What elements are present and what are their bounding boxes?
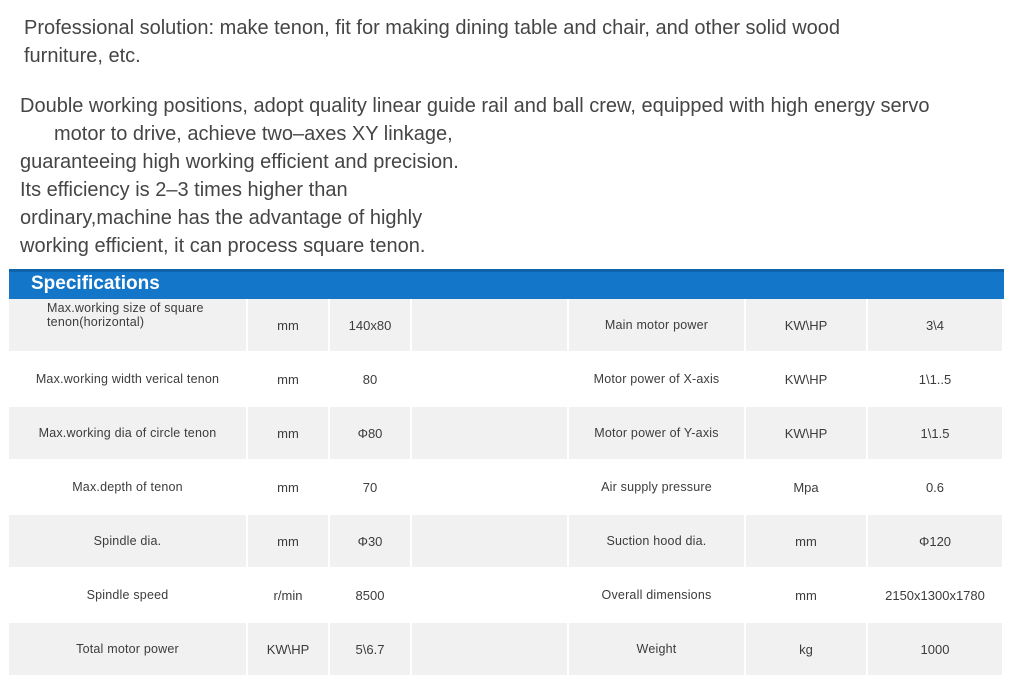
param-value: 70: [330, 461, 412, 515]
param-value: Φ30: [330, 515, 412, 569]
description-line: ordinary,machine has the advantage of hi…: [20, 207, 423, 229]
description-line: Its efficiency is 2–3 times higher than: [20, 179, 348, 201]
spacer-cell: [412, 461, 569, 515]
param-name: Air supply pressure: [569, 461, 746, 515]
param-name: Max.working size of square tenon(horizon…: [9, 299, 248, 353]
description-line: guaranteeing high working efficient and …: [20, 151, 459, 173]
param-name: Max.depth of tenon: [9, 461, 248, 515]
param-name: Overall dimensions: [569, 569, 746, 623]
table-row: Max.working size of square tenon(horizon…: [9, 299, 1004, 353]
param-value: 0.6: [868, 461, 1004, 515]
table-row: Spindle dia. mm Φ30 Suction hood dia. mm…: [9, 515, 1004, 569]
intro-text: Professional solution: make tenon, fit f…: [24, 17, 841, 67]
param-unit: KW\HP: [746, 299, 868, 353]
param-name: Max.working dia of circle tenon: [9, 407, 248, 461]
spacer-cell: [412, 623, 569, 677]
param-unit: KW\HP: [746, 353, 868, 407]
specifications-header: Specifications: [9, 269, 1004, 299]
param-name: Spindle dia.: [9, 515, 248, 569]
specifications-table: Max.working size of square tenon(horizon…: [9, 299, 1004, 677]
spacer-cell: [412, 515, 569, 569]
param-unit: mm: [248, 353, 330, 407]
description-line: motor to drive, achieve two–axes XY link…: [54, 123, 453, 145]
param-value: Φ120: [868, 515, 1004, 569]
table-row: Max.working dia of circle tenon mm Φ80 M…: [9, 407, 1004, 461]
table-row: Total motor power KW\HP 5\6.7 Weight kg …: [9, 623, 1004, 677]
description-line: Double working positions, adopt quality …: [20, 95, 930, 117]
param-value: 1000: [868, 623, 1004, 677]
param-value: 2150x1300x1780: [868, 569, 1004, 623]
table-row: Spindle speed r/min 8500 Overall dimensi…: [9, 569, 1004, 623]
param-name: Spindle speed: [9, 569, 248, 623]
spacer-cell: [412, 299, 569, 353]
param-unit: mm: [248, 461, 330, 515]
param-value: 1\1.5: [868, 407, 1004, 461]
param-name: Motor power of Y-axis: [569, 407, 746, 461]
param-unit: kg: [746, 623, 868, 677]
spacer-cell: [412, 353, 569, 407]
param-unit: Mpa: [746, 461, 868, 515]
table-row: Max.depth of tenon mm 70 Air supply pres…: [9, 461, 1004, 515]
param-name: Weight: [569, 623, 746, 677]
table-row: Max.working width verical tenon mm 80 Mo…: [9, 353, 1004, 407]
param-unit: KW\HP: [248, 623, 330, 677]
param-name: Max.working width verical tenon: [9, 353, 248, 407]
param-unit: mm: [746, 515, 868, 569]
spacer-cell: [412, 569, 569, 623]
param-unit: KW\HP: [746, 407, 868, 461]
param-value: 5\6.7: [330, 623, 412, 677]
param-value: 3\4: [868, 299, 1004, 353]
description-line: working efficient, it can process square…: [20, 235, 426, 257]
param-name: Total motor power: [9, 623, 248, 677]
param-value: Φ80: [330, 407, 412, 461]
description: Double working positions, adopt quality …: [20, 92, 1010, 260]
param-value: 80: [330, 353, 412, 407]
param-unit: mm: [746, 569, 868, 623]
param-value: 140x80: [330, 299, 412, 353]
param-unit: mm: [248, 407, 330, 461]
param-unit: mm: [248, 515, 330, 569]
param-value: 1\1..5: [868, 353, 1004, 407]
param-name: Motor power of X-axis: [569, 353, 746, 407]
spacer-cell: [412, 407, 569, 461]
param-unit: r/min: [248, 569, 330, 623]
param-value: 8500: [330, 569, 412, 623]
param-name: Suction hood dia.: [569, 515, 746, 569]
specifications-title: Specifications: [31, 273, 160, 294]
param-unit: mm: [248, 299, 330, 353]
param-name: Main motor power: [569, 299, 746, 353]
